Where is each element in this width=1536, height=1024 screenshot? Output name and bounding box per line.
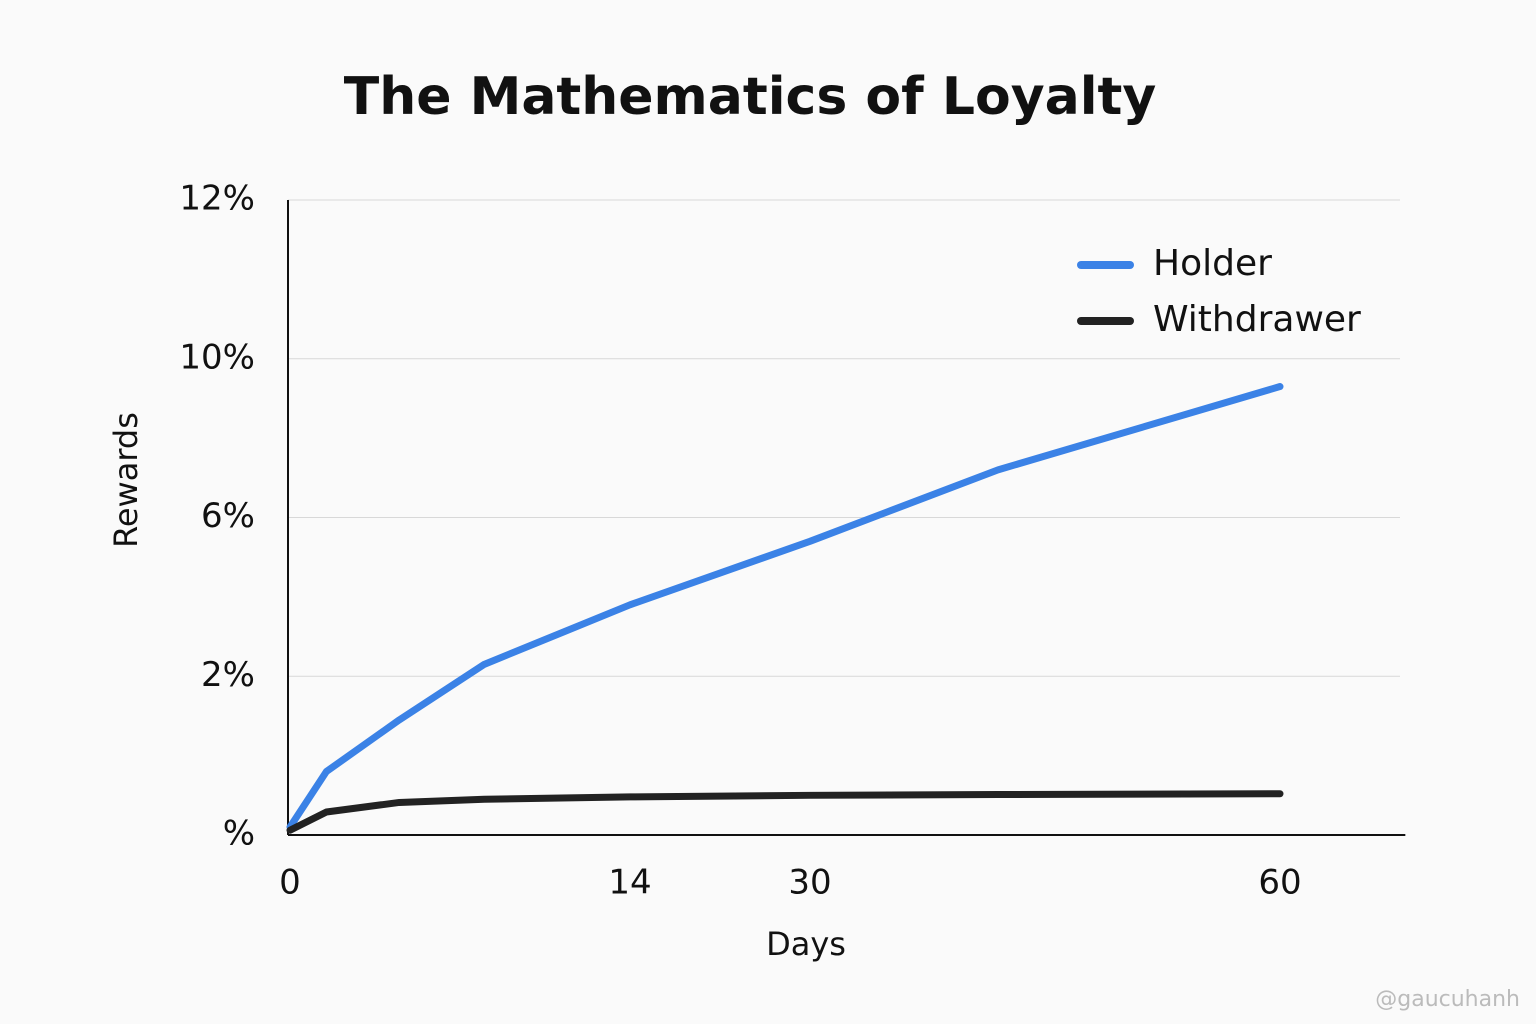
x-axis-label: Days: [766, 925, 846, 963]
x-tick-label: 0: [279, 863, 301, 903]
y-axis-label: Rewards: [107, 412, 145, 548]
watermark: @gaucuhanh: [1375, 987, 1520, 1012]
legend-label: Holder: [1153, 243, 1272, 284]
legend-label: Withdrawer: [1153, 299, 1361, 340]
x-tick-label: 14: [608, 863, 651, 903]
y-tick-label: 6%: [201, 496, 255, 536]
chart-title: The Mathematics of Loyalty: [344, 67, 1157, 127]
series-line: [286, 383, 1284, 831]
y-tick-label: 12%: [179, 179, 255, 219]
series-line: [286, 790, 1284, 834]
x-tick-label: 60: [1258, 863, 1301, 903]
x-tick-label: 30: [788, 863, 831, 903]
y-tick-label: %: [223, 814, 255, 854]
y-tick-label: 2%: [201, 655, 255, 695]
y-tick-label: 10%: [179, 337, 255, 377]
